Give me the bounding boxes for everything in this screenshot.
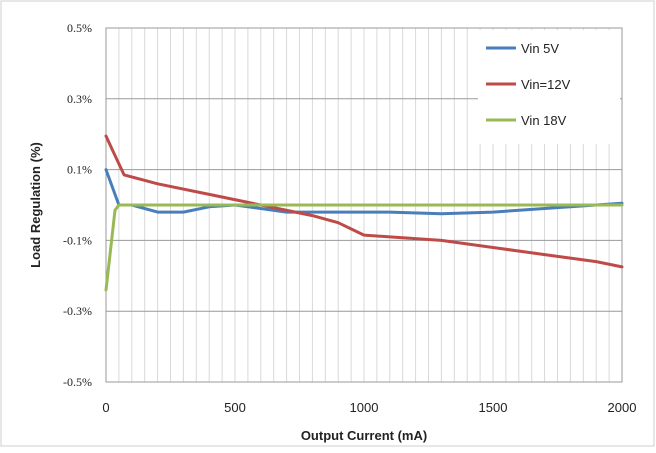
y-tick-label: 0.1%: [67, 163, 92, 177]
series-line: [104, 168, 624, 216]
legend-label: Vin=12V: [521, 77, 571, 92]
axes: 0.5% 0.3% 0.1% -0.1% -0.3% -0.5% 0 500 1000 1500 2…: [63, 21, 636, 415]
y-tick-label: -0.5%: [63, 375, 92, 389]
y-tick-label: -0.1%: [63, 233, 92, 247]
x-tick-label: 1000: [350, 400, 379, 415]
x-tick-label: 1500: [479, 400, 508, 415]
series-lines: [104, 134, 624, 292]
y-tick-label: 0.3%: [67, 92, 92, 106]
legend-label: Vin 18V: [521, 113, 567, 128]
series-line: [104, 203, 624, 292]
x-axis-title: Output Current (mA): [301, 428, 427, 443]
x-tick-label: 0: [102, 400, 109, 415]
y-tick-label: 0.5%: [67, 21, 92, 35]
series-line: [104, 134, 624, 269]
y-tick-label: -0.3%: [63, 304, 92, 318]
x-tick-label: 500: [224, 400, 246, 415]
y-axis-title: Load Regulation (%): [28, 142, 43, 268]
x-tick-label: 2000: [608, 400, 637, 415]
legend-label: Vin 5V: [521, 41, 559, 56]
legend: Vin 5V Vin=12V Vin 18V: [478, 30, 620, 144]
